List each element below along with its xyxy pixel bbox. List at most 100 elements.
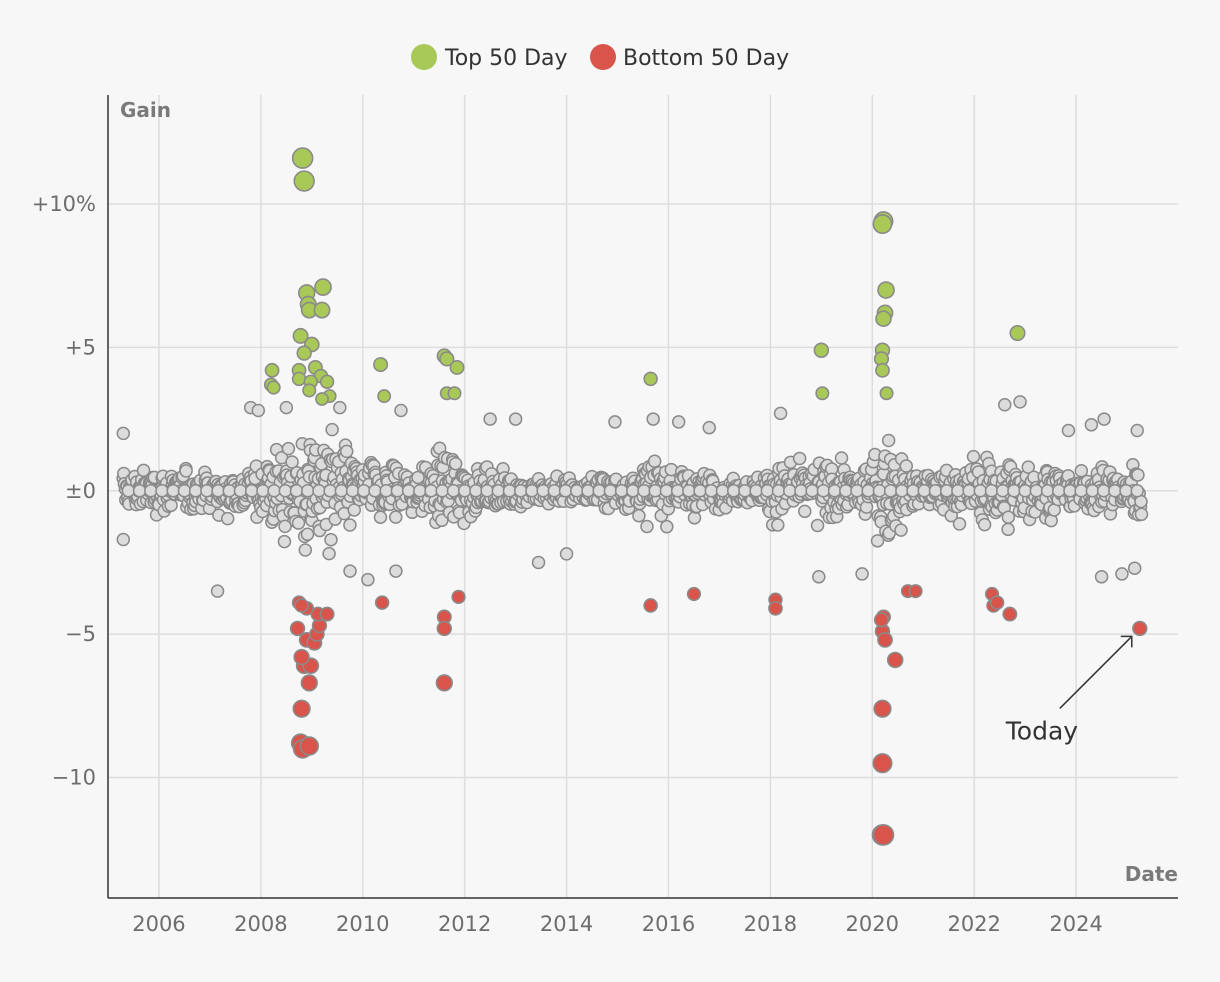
data-point-other: [155, 484, 169, 498]
data-point-other: [278, 484, 293, 498]
data-point-other: [794, 484, 808, 498]
data-point-other: [343, 564, 357, 578]
data-point-other: [715, 484, 730, 498]
data-point-other: [951, 484, 965, 498]
data-point-other: [491, 484, 506, 498]
data-point-other: [525, 484, 539, 498]
data-point-other: [256, 484, 270, 498]
data-point-other: [592, 484, 606, 498]
data-point-other: [870, 534, 885, 548]
data-point-other: [570, 484, 584, 498]
axes: [107, 95, 1178, 899]
data-point-other: [483, 412, 497, 426]
data-point-bottom-50: [686, 586, 702, 602]
data-point-other: [760, 484, 775, 498]
data-point-other: [640, 519, 654, 534]
data-point-other: [1130, 484, 1144, 498]
points-highlighted: [263, 147, 1148, 846]
data-point-other: [164, 498, 178, 513]
data-point-bottom-50: [289, 620, 306, 637]
data-point-other: [1131, 468, 1145, 482]
data-point-bottom-50: [873, 699, 892, 718]
data-point-other: [334, 484, 349, 498]
y-tick-label: −10: [52, 766, 96, 790]
data-point-other: [413, 484, 427, 498]
legend-swatch-top-50: [411, 44, 437, 70]
data-point-bottom-50: [643, 598, 658, 613]
data-point-other: [480, 484, 494, 498]
data-point-bottom-50: [374, 595, 390, 610]
y-tick-label: −5: [65, 622, 96, 646]
data-point-other: [995, 484, 1010, 498]
x-tick-label: 2018: [744, 912, 797, 936]
data-point-top-50: [813, 342, 830, 358]
data-point-top-50: [264, 362, 280, 378]
data-point-other: [1127, 561, 1142, 575]
data-point-other: [435, 513, 449, 528]
data-point-other: [177, 484, 192, 498]
data-point-other: [855, 567, 869, 581]
data-point-other: [345, 484, 360, 498]
data-point-top-50: [291, 371, 307, 387]
data-point-other: [1130, 423, 1144, 438]
data-point-other: [659, 484, 674, 498]
data-point-other: [251, 403, 266, 418]
data-point-bottom-50: [436, 620, 452, 637]
data-point-other: [401, 484, 416, 498]
data-point-other: [285, 455, 299, 469]
data-point-top-50: [872, 214, 893, 235]
data-point-other: [279, 400, 294, 415]
data-point-other: [1115, 567, 1129, 581]
data-point-top-50: [319, 374, 335, 389]
data-point-top-50: [875, 310, 892, 327]
data-point-other: [339, 444, 354, 459]
data-point-other: [1052, 484, 1066, 498]
data-point-other: [116, 426, 131, 441]
data-point-other: [210, 584, 225, 598]
data-point-other: [435, 484, 449, 498]
data-point-other: [278, 519, 292, 534]
data-point-other: [797, 504, 812, 519]
data-point-other: [782, 484, 797, 498]
data-point-bottom-50: [873, 612, 890, 628]
data-point-bottom-50: [300, 674, 318, 692]
data-point-other: [291, 516, 306, 530]
data-point-other: [389, 510, 403, 524]
data-point-other: [324, 532, 338, 547]
data-point-top-50: [877, 281, 895, 299]
data-point-other: [347, 503, 362, 517]
data-point-other: [632, 509, 646, 523]
data-point-bottom-50: [319, 606, 335, 622]
data-point-other: [646, 412, 660, 426]
points-other-days: [116, 395, 1149, 598]
data-point-bottom-50: [872, 753, 893, 774]
data-point-other: [1094, 570, 1109, 584]
data-point-other: [368, 484, 382, 498]
data-point-other: [298, 543, 313, 557]
data-point-bottom-50: [908, 584, 923, 599]
data-point-other: [1001, 522, 1015, 537]
data-point-other: [603, 484, 618, 498]
data-point-other: [894, 523, 908, 537]
data-point-other: [121, 484, 136, 498]
data-point-bottom-50: [435, 674, 453, 692]
data-point-other: [977, 517, 992, 532]
data-point-other: [928, 484, 943, 498]
data-point-other: [559, 547, 574, 561]
data-point-top-50: [293, 170, 315, 192]
data-point-other: [220, 511, 235, 526]
annotation-today: Today: [1005, 635, 1133, 745]
data-point-top-50: [313, 301, 331, 319]
data-point-other: [952, 517, 967, 531]
data-point-other: [812, 570, 826, 584]
data-point-top-50: [447, 386, 462, 401]
x-tick-label: 2020: [846, 912, 899, 936]
data-point-other: [827, 484, 842, 498]
data-point-other: [917, 484, 932, 498]
data-point-other: [726, 484, 741, 498]
data-point-other: [805, 484, 819, 498]
data-point-other: [547, 484, 562, 498]
data-point-top-50: [266, 380, 281, 395]
data-point-other: [773, 406, 788, 421]
data-point-other: [702, 420, 716, 435]
